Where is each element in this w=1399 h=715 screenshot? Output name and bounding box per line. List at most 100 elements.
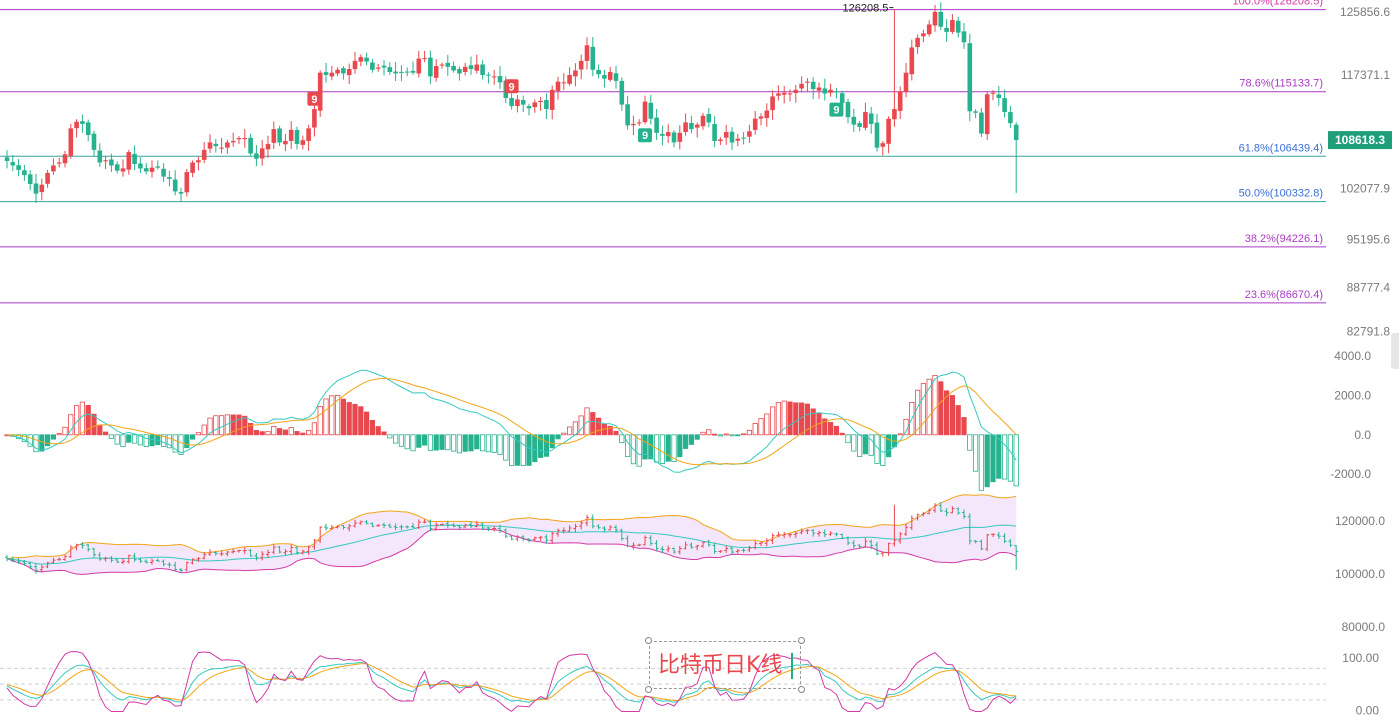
- td-nine-text: 9: [509, 81, 515, 93]
- candle-body: [979, 112, 984, 134]
- candle-body: [532, 102, 538, 108]
- resize-handle-top-right[interactable]: [798, 637, 805, 644]
- macd-histogram-bar: [103, 431, 109, 436]
- macd-histogram-bar: [543, 434, 550, 457]
- candle-body: [16, 165, 21, 170]
- macd-histogram-bar: [97, 424, 103, 436]
- fib-level-label: 38.2%(94226.1): [1245, 233, 1323, 245]
- candle-body: [822, 88, 828, 94]
- candle-body: [561, 82, 567, 84]
- macd-histogram-bar: [300, 432, 306, 436]
- macd-histogram-bar: [752, 423, 758, 436]
- macd-histogram-bar: [85, 405, 91, 436]
- macd-histogram-bar: [810, 408, 816, 436]
- macd-histogram-bar: [172, 434, 178, 453]
- candle-body: [196, 160, 201, 163]
- macd-histogram-bar: [479, 434, 486, 452]
- macd-histogram-bar: [218, 415, 225, 436]
- td-nine-text: 9: [642, 130, 648, 142]
- candle-body: [549, 89, 555, 110]
- candle-body: [265, 143, 271, 150]
- macd-histogram-bar: [897, 433, 903, 436]
- candle-body: [793, 89, 799, 93]
- candle-body: [741, 137, 746, 139]
- candle-body: [149, 167, 155, 172]
- macd-histogram-bar: [949, 395, 956, 436]
- candle-body: [648, 102, 654, 119]
- td-nine-marker: [307, 91, 322, 106]
- last-price-text: 108618.3: [1335, 133, 1385, 147]
- macd-histogram-bar: [729, 434, 735, 437]
- candle-body: [665, 132, 671, 137]
- macd-histogram-bar: [114, 434, 120, 445]
- candle-body: [932, 11, 938, 26]
- candle-body: [735, 138, 741, 141]
- candle-body: [613, 73, 619, 81]
- candle-body: [810, 81, 816, 90]
- candle-body: [277, 128, 282, 143]
- candle-body: [364, 57, 369, 62]
- candle-body: [764, 110, 770, 119]
- macd-histogram-bar: [886, 434, 892, 458]
- macd-histogram-bar: [398, 434, 405, 447]
- candle-body: [1002, 98, 1007, 113]
- candle-body: [132, 153, 137, 164]
- candle-body: [410, 70, 416, 73]
- candle-body: [242, 138, 248, 140]
- macd-histogram-bar: [665, 434, 671, 462]
- macd-histogram-bar: [619, 434, 625, 444]
- resize-handle-top-left[interactable]: [645, 637, 652, 644]
- macd-histogram-bar: [421, 434, 428, 446]
- candle-body: [143, 168, 149, 172]
- macd-histogram-bar: [259, 431, 265, 436]
- boll-pane: 120000.0 100000.0 80000.0: [5, 494, 1385, 634]
- macd-histogram-bar: [358, 406, 364, 436]
- candles: [4, 2, 1019, 204]
- macd-histogram-bar: [474, 434, 480, 450]
- candle-body: [126, 152, 132, 170]
- resize-handle-bottom-right[interactable]: [798, 686, 805, 693]
- text-annotation-box[interactable]: 比特币日K线: [649, 641, 801, 689]
- macd-histogram-bar: [828, 422, 834, 436]
- side-panel-toggle[interactable]: [1391, 333, 1399, 369]
- candle-body: [172, 179, 178, 192]
- macd-histogram-bar: [381, 431, 387, 436]
- macd-histogram-bar: [497, 434, 503, 455]
- macd-histogram-bar: [683, 434, 689, 449]
- candle-body: [155, 166, 161, 168]
- macd-histogram-bar: [392, 434, 399, 444]
- macd-histogram-bar: [1007, 434, 1014, 482]
- macd-histogram-bar: [990, 434, 996, 483]
- macd-histogram-bar: [781, 400, 787, 436]
- candle-body: [254, 153, 259, 159]
- candle-body: [439, 64, 445, 66]
- candle-body: [636, 122, 642, 124]
- fib-level-label: 61.8%(106439.4): [1239, 142, 1323, 154]
- candle-body: [230, 140, 236, 143]
- candle-body: [213, 143, 219, 147]
- macd-histogram-bar: [770, 406, 776, 436]
- candle-body: [85, 122, 91, 136]
- macd-histogram-bar: [27, 434, 33, 447]
- candle-body: [950, 20, 955, 32]
- macd-histogram-bar: [334, 395, 341, 436]
- candle-body: [799, 83, 804, 89]
- candle-body: [288, 129, 294, 141]
- candle-body: [201, 149, 207, 160]
- macd-histogram-bar: [932, 375, 938, 436]
- resize-handle-bottom-left[interactable]: [645, 686, 652, 693]
- candle-body: [433, 66, 439, 78]
- macd-histogram-bar: [340, 398, 347, 436]
- candle-body: [805, 81, 810, 83]
- candle-body: [462, 66, 468, 73]
- td-nine-text: 9: [311, 94, 317, 106]
- candle-body: [816, 87, 822, 91]
- macd-histogram-bar: [433, 434, 439, 451]
- macd-histogram-bar: [549, 434, 555, 449]
- candle-body: [457, 68, 462, 74]
- candle-body: [961, 31, 967, 43]
- macd-histogram-bar: [230, 414, 236, 436]
- candle-body: [723, 132, 729, 138]
